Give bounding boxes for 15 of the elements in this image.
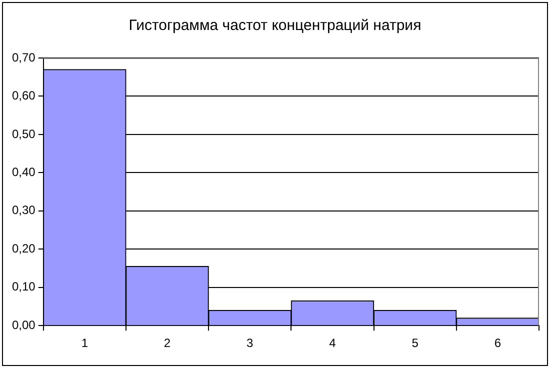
x-tick-label: 1 xyxy=(81,336,88,350)
y-tick-label: 0,60 xyxy=(12,88,36,103)
x-tick-label: 5 xyxy=(412,336,419,350)
y-tick-label: 0,30 xyxy=(12,203,36,218)
x-tick-label: 6 xyxy=(494,336,502,350)
y-tick-label: 0,20 xyxy=(12,241,36,256)
y-tick-label: 0,70 xyxy=(12,50,36,64)
chart-title: Гистограмма частот концентраций натрия xyxy=(128,17,422,34)
x-tick-label: 3 xyxy=(246,336,254,350)
y-tick-label: 0,10 xyxy=(12,280,36,294)
x-tick-label: 2 xyxy=(164,336,171,350)
y-tick-label: 0,40 xyxy=(12,165,36,179)
x-tick-label: 4 xyxy=(329,336,336,350)
y-tick-label: 0,50 xyxy=(12,126,36,141)
y-tick-label: 0,00 xyxy=(12,318,36,332)
